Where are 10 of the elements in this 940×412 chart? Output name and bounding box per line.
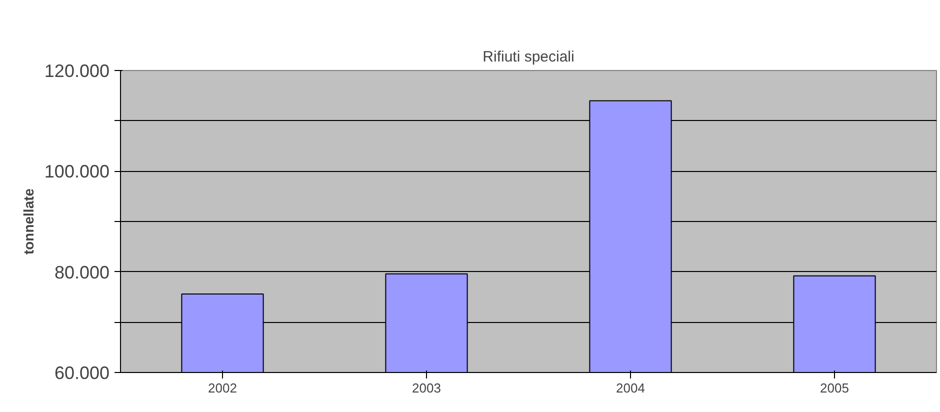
y-tick-label: 80.000 — [54, 262, 110, 282]
y-axis-title: tonnellate — [20, 188, 36, 255]
x-tick-label: 2002 — [208, 380, 237, 396]
chart-title: Rifiuti speciali — [482, 48, 574, 66]
y-tick-label: 120.000 — [44, 61, 110, 81]
x-tick-label: 2004 — [616, 380, 645, 396]
y-tick-label: 60.000 — [54, 363, 110, 383]
x-tick-label: 2005 — [820, 380, 849, 396]
y-tick-label: 100.000 — [44, 162, 110, 182]
x-tick-label: 2003 — [412, 380, 441, 396]
